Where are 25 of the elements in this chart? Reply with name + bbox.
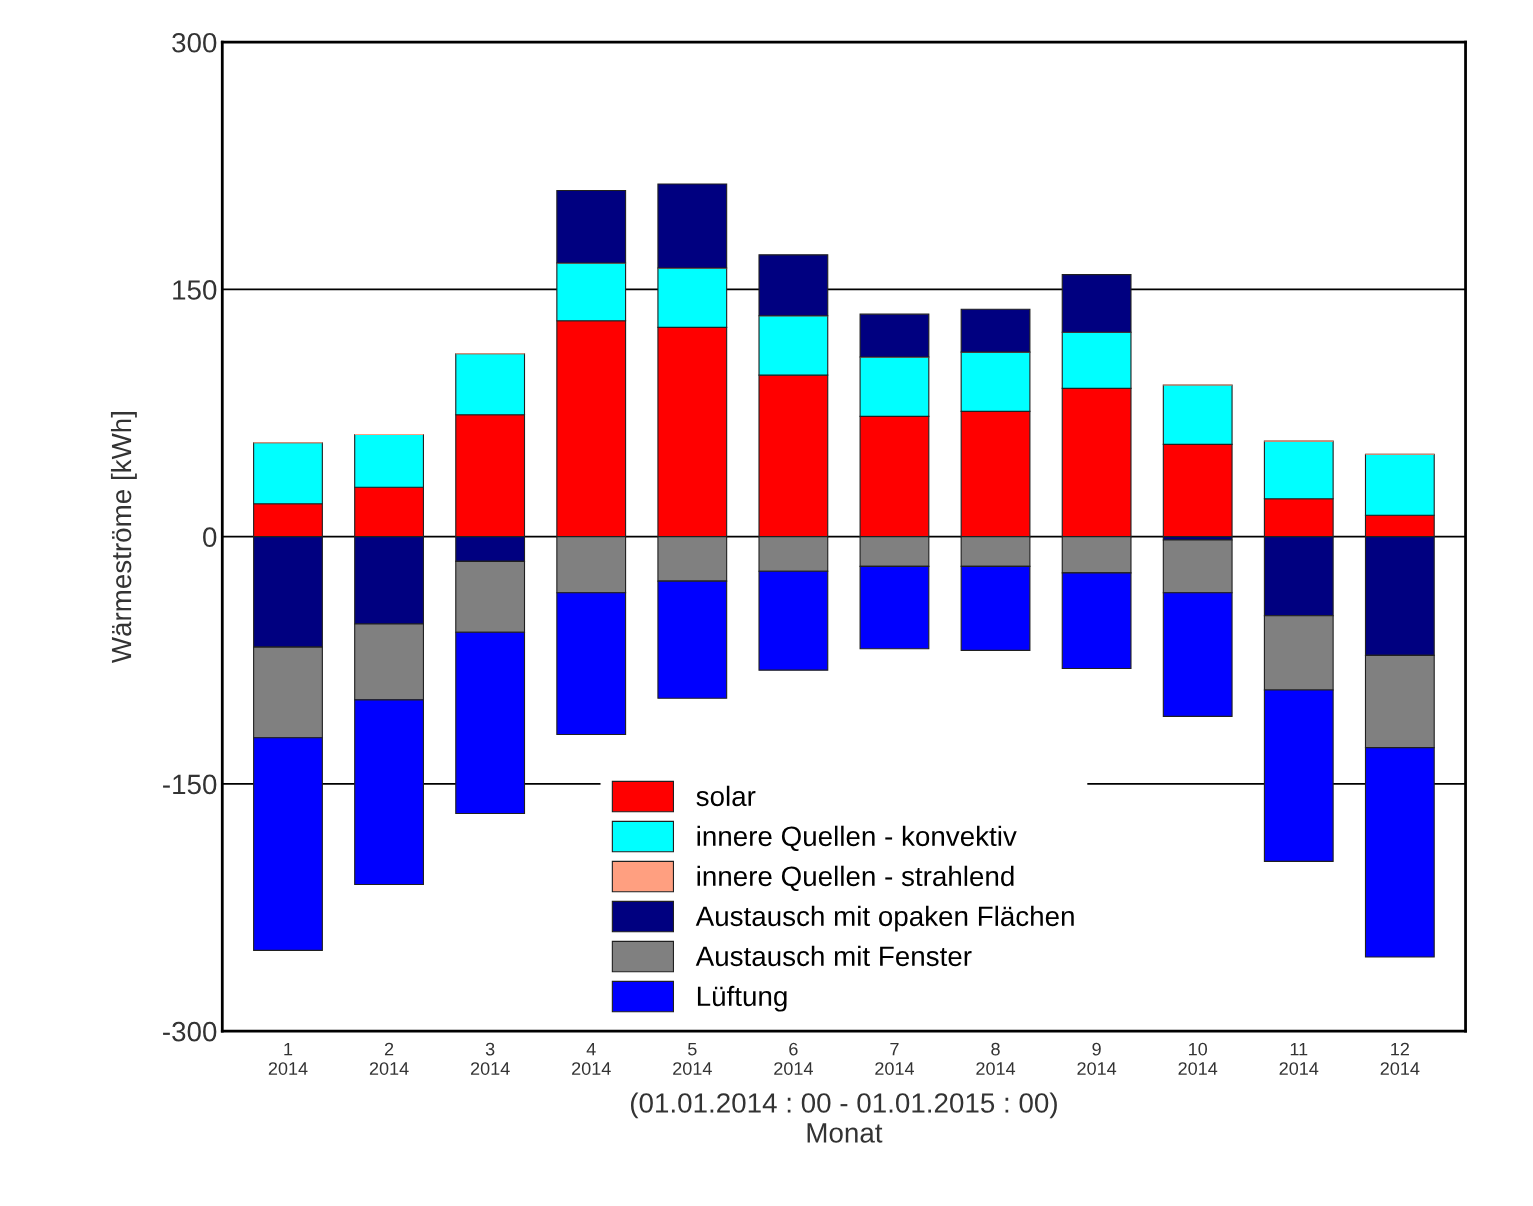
x-tick-label: 8 2014	[976, 1042, 1016, 1075]
y-tick-label: -150	[163, 774, 217, 795]
y-tick-label: 150	[173, 280, 217, 300]
y-tick-label: 0	[203, 527, 217, 548]
legend-label: solar	[696, 785, 756, 807]
y-tick-label: 300	[172, 32, 217, 53]
x-tick-label: 3 2014	[470, 1042, 510, 1075]
x-tick-label: 7 2014	[875, 1042, 915, 1075]
legend-label: Austausch mit opaken Flächen	[695, 905, 1074, 932]
x-tick-label: 9 2014	[1077, 1042, 1117, 1075]
y-axis-title: Wärmeströme [kWh]	[110, 412, 137, 664]
legend-label: innere Quellen - konvektiv	[697, 825, 1017, 852]
x-axis-title: (01.01.2014 : 00 - 01.01.2015 : 00) Monat	[630, 1092, 1057, 1143]
x-tick-label: 1 2014	[268, 1042, 308, 1075]
x-tick-label: 10 2014	[1178, 1042, 1218, 1075]
x-tick-label: 12 2014	[1380, 1042, 1420, 1075]
legend-label: Austausch mit Fenster	[695, 945, 972, 967]
x-tick-label: 5 2014	[673, 1042, 712, 1075]
x-tick-label: 2 2014	[369, 1042, 409, 1075]
legend-label: Lüftung	[697, 985, 787, 1012]
y-tick-label: -300	[163, 1021, 217, 1042]
x-tick-label: 11 2014	[1279, 1042, 1319, 1075]
legend-label: innere Quellen - strahlend	[697, 865, 1014, 892]
x-tick-label: 6 2014	[774, 1042, 813, 1075]
x-tick-label: 4 2014	[572, 1042, 611, 1075]
